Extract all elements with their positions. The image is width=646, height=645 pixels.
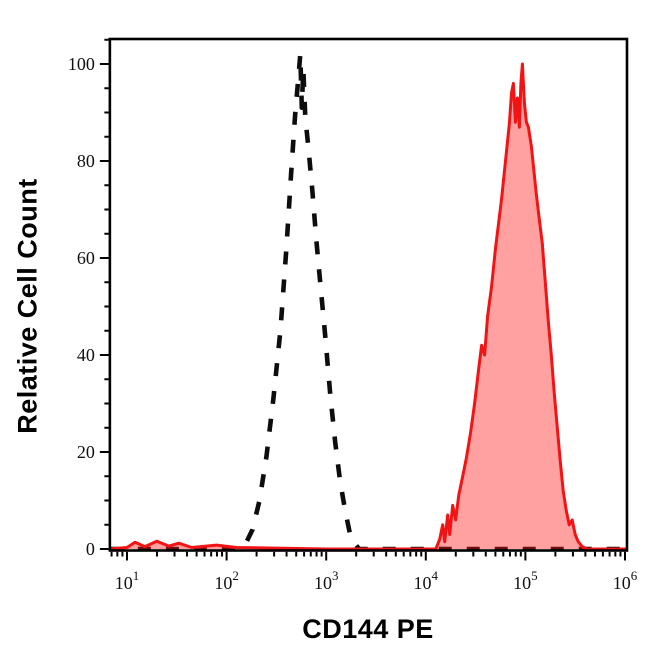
y-axis-tick-label: 60 [77, 248, 95, 268]
y-axis-tick-label: 40 [77, 345, 95, 365]
cd144-pe-stained-curve [109, 62, 627, 551]
isotype-control-curve [109, 51, 627, 552]
cd144-pe-stained-fill [109, 64, 627, 549]
y-axis-tick-label: 80 [77, 151, 95, 171]
x-axis-tick-label: 102 [214, 568, 239, 593]
y-axis-tick-label: 0 [86, 539, 95, 559]
x-axis-tick-label: 104 [414, 568, 439, 593]
y-axis-title: Relative Cell Count [12, 178, 43, 434]
x-axis-title: CD144 PE [302, 614, 434, 644]
x-axis-tick-label: 103 [314, 568, 339, 593]
x-axis-tick-label: 105 [513, 568, 538, 593]
y-axis-tick-label: 20 [77, 442, 95, 462]
y-axis-tick-label: 100 [68, 54, 95, 74]
plot-frame [108, 37, 629, 552]
x-axis-tick-label: 101 [115, 568, 140, 593]
x-axis-tick-label: 106 [613, 568, 638, 593]
